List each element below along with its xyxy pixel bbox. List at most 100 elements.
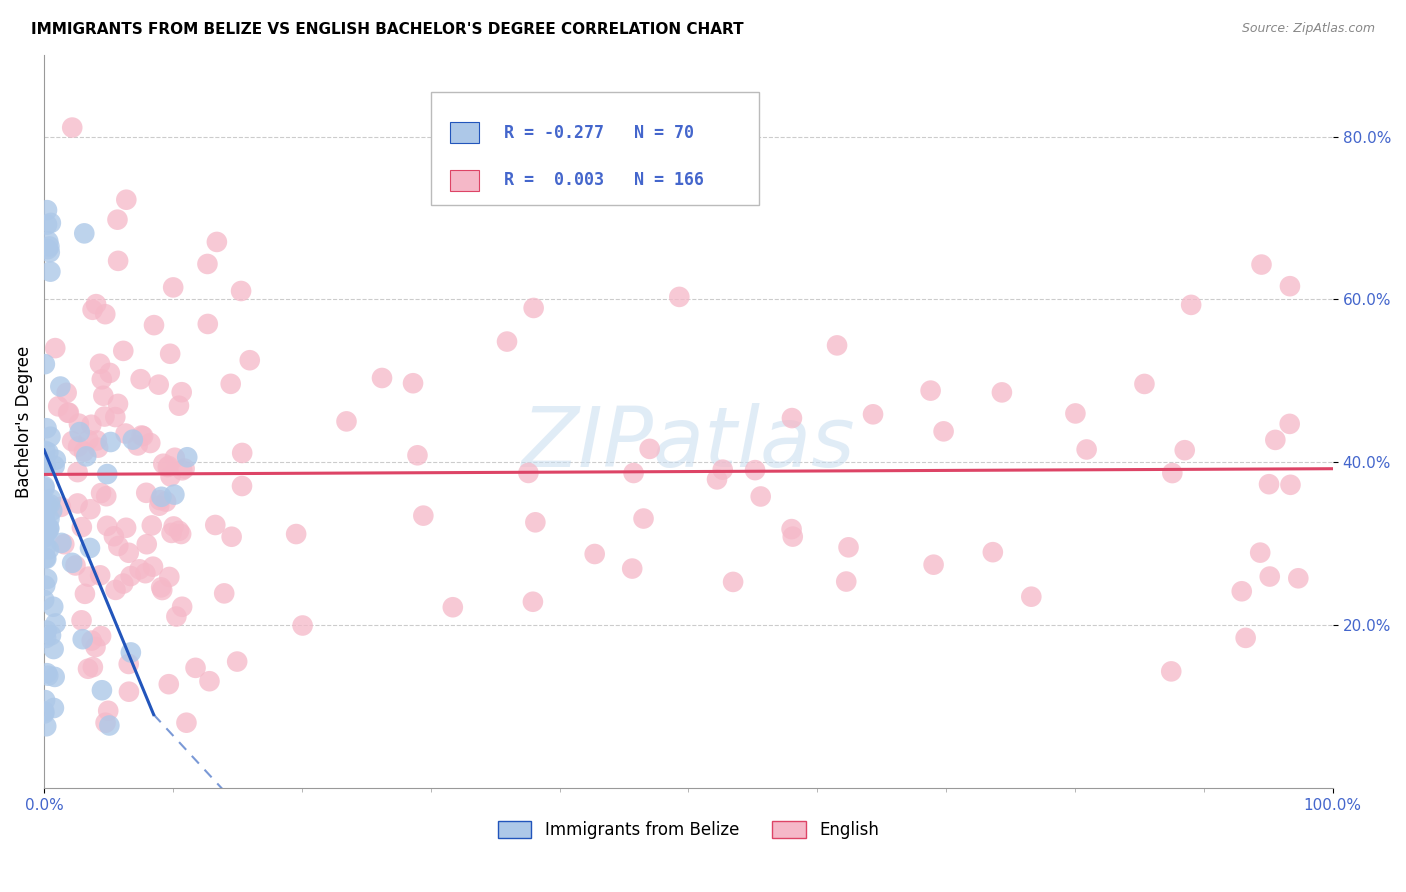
Point	[84, 297, 107, 311]
Point	[1278, 417, 1301, 431]
Point	[285, 527, 308, 541]
Point	[38, 521, 60, 535]
Point	[46, 400, 69, 414]
Point	[56, 406, 79, 420]
Point	[107, 253, 129, 268]
Point	[583, 547, 606, 561]
Point	[749, 490, 772, 504]
Point	[139, 436, 162, 450]
Point	[51, 536, 73, 550]
Point	[239, 353, 262, 368]
Point	[517, 466, 540, 480]
Point	[156, 460, 179, 475]
Point	[157, 458, 180, 473]
Point	[991, 385, 1014, 400]
Point	[1133, 376, 1156, 391]
Point	[1064, 407, 1087, 421]
Point	[120, 569, 142, 583]
Point	[35, 540, 58, 554]
Point	[34, 479, 56, 493]
Point	[91, 683, 114, 698]
Point	[1021, 590, 1043, 604]
Point	[100, 435, 122, 450]
Point	[152, 457, 174, 471]
Point	[55, 385, 77, 400]
Point	[34, 357, 56, 371]
Point	[38, 522, 60, 536]
Point	[44, 458, 66, 473]
Point	[1249, 546, 1271, 560]
Point	[35, 203, 58, 218]
Point	[34, 443, 56, 458]
Point	[34, 516, 56, 530]
Point	[37, 524, 59, 539]
Point	[60, 434, 83, 449]
Point	[291, 618, 314, 632]
Point	[135, 485, 157, 500]
Point	[744, 463, 766, 477]
Point	[221, 530, 243, 544]
Point	[80, 417, 103, 432]
Point	[1180, 298, 1202, 312]
Point	[38, 239, 60, 253]
Point	[37, 669, 59, 683]
Point	[34, 508, 56, 523]
Point	[35, 719, 58, 733]
Point	[121, 433, 143, 447]
Point	[157, 677, 180, 691]
Point	[104, 410, 127, 425]
Point	[118, 684, 141, 698]
Point	[32, 593, 55, 607]
Point	[39, 491, 62, 506]
Point	[167, 524, 190, 538]
Point	[32, 706, 55, 721]
Point	[496, 334, 519, 349]
Point	[524, 516, 547, 530]
Point	[170, 385, 193, 400]
Point	[34, 481, 56, 495]
Point	[77, 662, 100, 676]
Point	[39, 628, 62, 642]
Point	[621, 561, 644, 575]
Point	[107, 397, 129, 411]
Point	[176, 715, 198, 730]
Point	[335, 414, 357, 428]
Point	[1230, 584, 1253, 599]
Point	[34, 551, 56, 566]
Point	[37, 235, 59, 249]
Point	[1258, 569, 1281, 583]
Point	[75, 450, 97, 464]
Point	[118, 657, 141, 671]
Point	[441, 600, 464, 615]
Point	[94, 307, 117, 321]
Point	[90, 629, 112, 643]
Point	[107, 212, 129, 227]
Point	[73, 227, 96, 241]
Text: ZIPatlas: ZIPatlas	[522, 403, 855, 484]
Point	[173, 461, 195, 475]
Point	[197, 257, 219, 271]
Point	[77, 433, 100, 447]
Text: IMMIGRANTS FROM BELIZE VS ENGLISH BACHELOR'S DEGREE CORRELATION CHART: IMMIGRANTS FROM BELIZE VS ENGLISH BACHEL…	[31, 22, 744, 37]
Point	[79, 541, 101, 555]
Point	[98, 366, 121, 380]
Point	[93, 409, 115, 424]
Point	[90, 372, 112, 386]
Point	[58, 406, 80, 420]
Point	[159, 347, 181, 361]
Point	[118, 546, 141, 560]
Point	[1264, 433, 1286, 447]
Point	[53, 537, 76, 551]
Point	[44, 670, 66, 684]
Point	[96, 489, 118, 503]
Point	[141, 518, 163, 533]
Point	[160, 525, 183, 540]
Bar	[450, 122, 479, 143]
Point	[197, 317, 219, 331]
Point	[89, 568, 111, 582]
Point	[41, 503, 63, 517]
Point	[131, 428, 153, 442]
Text: Source: ZipAtlas.com: Source: ZipAtlas.com	[1241, 22, 1375, 36]
Point	[115, 193, 138, 207]
Point	[49, 379, 72, 393]
